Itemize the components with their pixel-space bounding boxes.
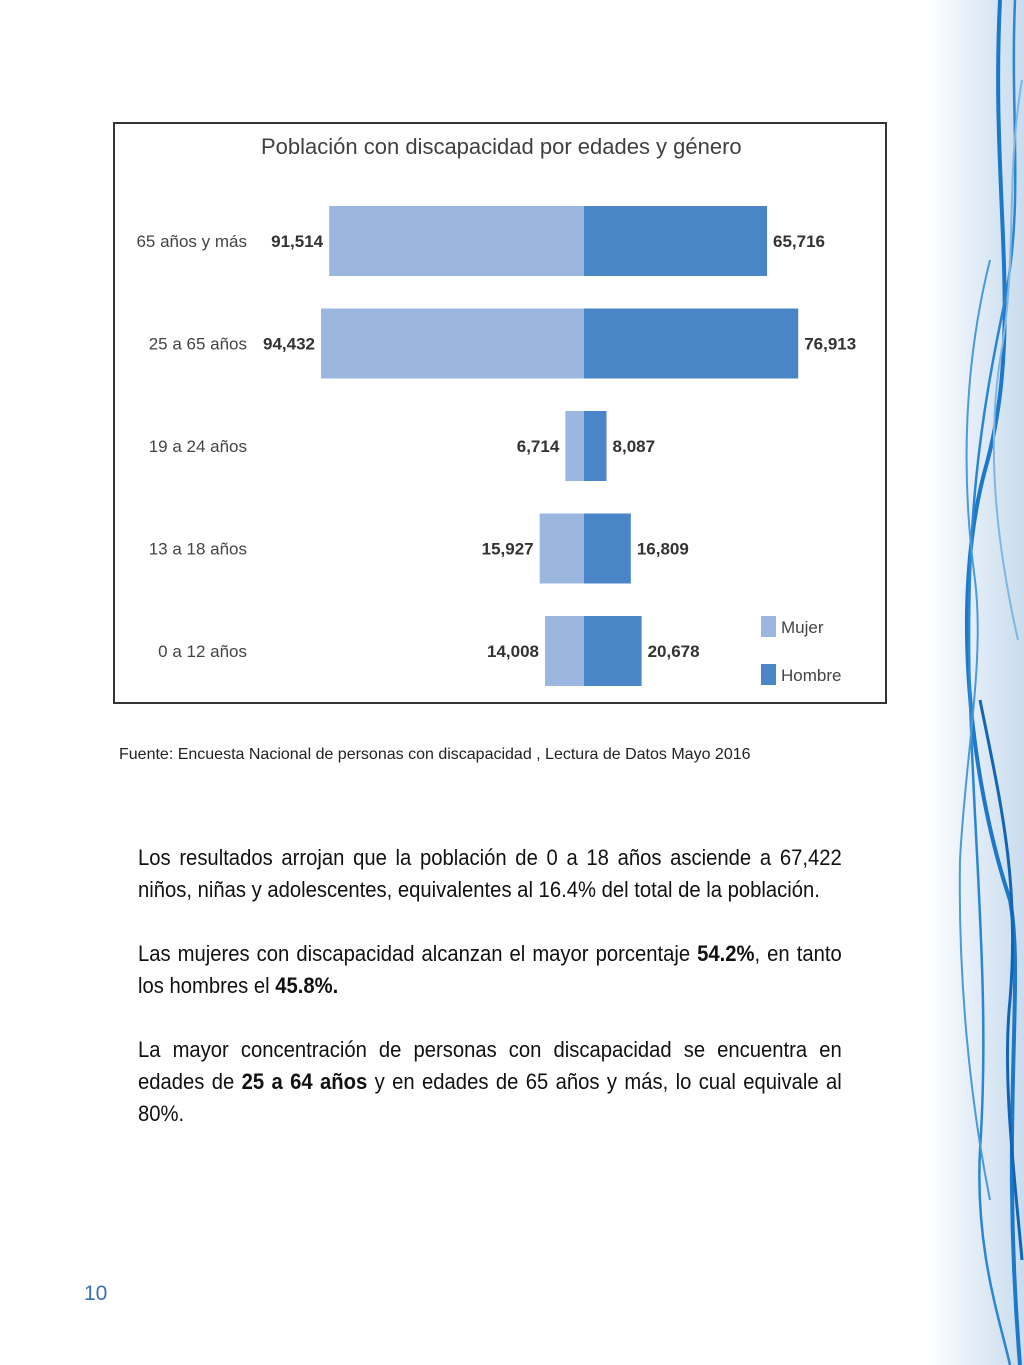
bar-hombre: [584, 308, 799, 379]
value-label-hombre: 16,809: [637, 540, 689, 559]
bar-mujer: [329, 206, 584, 276]
category-label: 65 años y más: [136, 232, 247, 251]
value-label-mujer: 91,514: [271, 232, 324, 251]
bar-mujer: [321, 308, 584, 379]
value-label-hombre: 76,913: [804, 335, 856, 354]
value-label-mujer: 94,432: [263, 335, 315, 354]
paragraph-3-text-a: La mayor concentración de personas con d…: [138, 1037, 842, 1094]
legend-swatch: [761, 616, 776, 637]
age-range-highlight: 25 a 64 años: [241, 1069, 368, 1094]
paragraph-2-text-a: Las mujeres con discapacidad alcanzan el…: [138, 941, 698, 966]
bar-hombre: [584, 206, 768, 276]
category-label: 19 a 24 años: [149, 437, 247, 456]
bar-mujer: [544, 616, 584, 686]
paragraph-1: Los resultados arrojan que la población …: [138, 845, 842, 902]
bar-mujer: [565, 411, 584, 481]
paragraph-2: Las mujeres con discapacidad alcanzan el…: [138, 938, 842, 1002]
category-label: 0 a 12 años: [158, 642, 247, 661]
bar-hombre: [584, 411, 607, 481]
value-label-hombre: 20,678: [648, 642, 700, 661]
value-label-hombre: 65,716: [773, 232, 825, 251]
value-label-mujer: 14,008: [487, 642, 539, 661]
women-percentage: 54.2%: [697, 941, 755, 966]
bar-hombre: [584, 616, 642, 686]
legend-label: Mujer: [781, 618, 824, 637]
chart-title: Población con discapacidad por edades y …: [261, 134, 742, 159]
paragraph-2-text-b: , en tanto los hombres el: [138, 941, 842, 998]
chart-frame: Población con discapacidad por edades y …: [113, 122, 887, 704]
decorative-wave-band: [930, 0, 1024, 1365]
paragraph-3: La mayor concentración de personas con d…: [138, 1034, 842, 1130]
category-label: 25 a 65 años: [149, 335, 247, 354]
bar-hombre: [584, 513, 631, 584]
paragraph-3-text-b: y en edades de 65 años y más, lo cual eq…: [138, 1069, 842, 1126]
body-text: Los resultados arrojan que la población …: [138, 842, 843, 1130]
bar-mujer: [539, 513, 584, 584]
legend-swatch: [761, 664, 776, 685]
chart-legend: Mujer Hombre: [761, 616, 841, 685]
men-percentage: 45.8%.: [275, 973, 339, 998]
value-label-mujer: 15,927: [482, 540, 534, 559]
value-label-mujer: 6,714: [517, 437, 560, 456]
source-caption: Fuente: Encuesta Nacional de personas co…: [119, 746, 751, 763]
population-chart: Población con discapacidad por edades y …: [136, 134, 856, 686]
category-label: 13 a 18 años: [149, 540, 247, 559]
page-number: 10: [84, 1282, 108, 1305]
value-label-hombre: 8,087: [613, 437, 656, 456]
legend-label: Hombre: [781, 666, 841, 685]
